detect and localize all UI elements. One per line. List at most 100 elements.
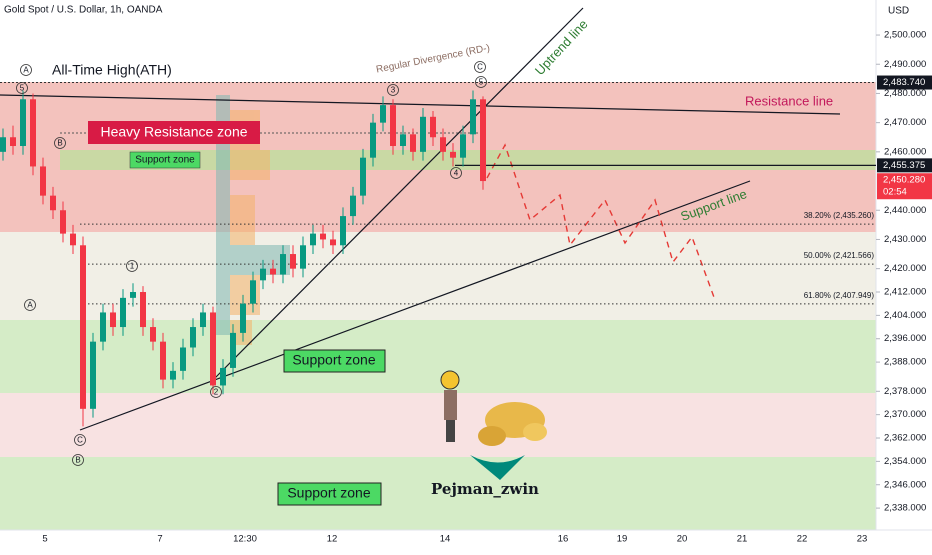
candle-body bbox=[210, 312, 216, 386]
candle-body bbox=[310, 233, 316, 246]
y-tick-label: 2,470.000 bbox=[884, 117, 926, 128]
wave-circle bbox=[450, 167, 462, 179]
candle-body bbox=[290, 254, 296, 269]
candle-body bbox=[20, 99, 26, 147]
x-tick-label: 14 bbox=[440, 534, 451, 545]
ath-label: All-Time High(ATH) bbox=[52, 62, 172, 78]
wave-circle bbox=[16, 82, 28, 94]
candle-body bbox=[190, 327, 196, 348]
candle-body bbox=[430, 116, 436, 138]
heavy-resistance-label: Heavy Resistance zone bbox=[100, 124, 247, 140]
candle-body bbox=[370, 122, 376, 158]
candle-body bbox=[250, 280, 256, 304]
wave-circle bbox=[387, 84, 399, 96]
y-tick-label: 2,500.000 bbox=[884, 30, 926, 41]
pink-zone bbox=[0, 393, 876, 457]
label-box bbox=[129, 151, 201, 169]
candle-body bbox=[330, 239, 336, 246]
candle-body bbox=[480, 99, 486, 182]
candle-body bbox=[340, 216, 346, 246]
support-line bbox=[79, 180, 751, 431]
label-box bbox=[283, 349, 386, 373]
x-tick-label: 21 bbox=[737, 534, 748, 545]
wave-circle bbox=[74, 434, 86, 446]
candle-body bbox=[120, 297, 126, 328]
price-label-box bbox=[877, 75, 932, 90]
y-tick-label: 2,378.000 bbox=[884, 386, 926, 397]
candle-body bbox=[40, 166, 46, 196]
support-zone-label: Support zone bbox=[292, 352, 375, 368]
y-tick-label: 2,370.000 bbox=[884, 409, 926, 420]
y-tick-label: 2,440.000 bbox=[884, 205, 926, 216]
y-tick-label: 2,430.000 bbox=[884, 234, 926, 245]
candle-body bbox=[170, 370, 176, 380]
resistance-line-label: Resistance line bbox=[745, 93, 833, 108]
y-tick-label: 2,346.000 bbox=[884, 479, 926, 490]
x-tick-label: 19 bbox=[617, 534, 628, 545]
candle-body bbox=[380, 105, 386, 123]
logo bbox=[440, 370, 547, 480]
candle-body bbox=[240, 303, 246, 333]
y-tick-label: 2,460.000 bbox=[884, 146, 926, 157]
y-tick-label: 2,388.000 bbox=[884, 357, 926, 368]
wave-label: C bbox=[77, 436, 83, 445]
wave-label: A bbox=[27, 301, 33, 310]
x-tick-label: 22 bbox=[797, 534, 808, 545]
candle-body bbox=[260, 268, 266, 281]
x-tick-label: 5 bbox=[42, 534, 47, 545]
y-tick-label: 2,480.000 bbox=[884, 88, 926, 99]
uptrend-line bbox=[214, 7, 584, 379]
candle-body bbox=[200, 312, 206, 328]
candle-body bbox=[0, 137, 6, 152]
candle-body bbox=[400, 134, 406, 147]
candle-body bbox=[130, 292, 136, 298]
y-tick-label: 2,362.000 bbox=[884, 433, 926, 444]
candle-body bbox=[30, 99, 36, 167]
wave-circle bbox=[72, 454, 84, 466]
candle-body bbox=[350, 195, 356, 217]
y-tick-label: 2,338.000 bbox=[884, 503, 926, 514]
wave-circle bbox=[475, 76, 487, 88]
wave-label: 1 bbox=[130, 262, 135, 271]
candle-body bbox=[320, 233, 326, 240]
author: Pejman_zwin bbox=[431, 480, 539, 498]
x-tick-label: 12:30 bbox=[233, 534, 257, 545]
candle-body bbox=[460, 134, 466, 158]
fib-label: 38.20% (2,435.260) bbox=[804, 211, 875, 220]
y-tick-label: 2,490.000 bbox=[884, 59, 926, 70]
candle-body bbox=[440, 137, 446, 152]
wave-label: 5 bbox=[479, 78, 484, 87]
candle-body bbox=[390, 105, 396, 147]
candle-body bbox=[100, 312, 106, 342]
candle-body bbox=[90, 341, 96, 409]
wave-label: 3 bbox=[391, 86, 396, 95]
wave-label: 4 bbox=[454, 169, 459, 178]
x-tick-label: 16 bbox=[558, 534, 569, 545]
candle-body bbox=[270, 268, 276, 275]
price-label: 2,483.740 bbox=[883, 77, 925, 88]
price-label: 2,450.280 bbox=[883, 175, 925, 186]
wave-label: 5 bbox=[20, 84, 25, 93]
candle-body bbox=[230, 332, 236, 368]
support-zone-label: Support zone bbox=[135, 155, 195, 166]
candle-body bbox=[420, 116, 426, 152]
candle-body bbox=[470, 99, 476, 135]
wave-circle bbox=[210, 386, 222, 398]
candle-body bbox=[60, 210, 66, 234]
wave-label: 2 bbox=[214, 388, 219, 397]
y-tick-label: 2,412.000 bbox=[884, 287, 926, 298]
fib-label: 50.00% (2,421.566) bbox=[804, 251, 875, 260]
countdown: 02:54 bbox=[883, 187, 907, 198]
support-zone bbox=[0, 457, 876, 530]
candle-body bbox=[180, 347, 186, 371]
price-label-box bbox=[877, 173, 932, 200]
label-box bbox=[277, 482, 382, 506]
currency: USD bbox=[888, 6, 909, 17]
divergence-label: Regular Divergence (RD-) bbox=[375, 43, 491, 76]
resistance-line bbox=[0, 94, 841, 115]
wave-circle bbox=[24, 299, 36, 311]
wave-circle bbox=[20, 64, 32, 76]
candle-body bbox=[360, 157, 366, 196]
